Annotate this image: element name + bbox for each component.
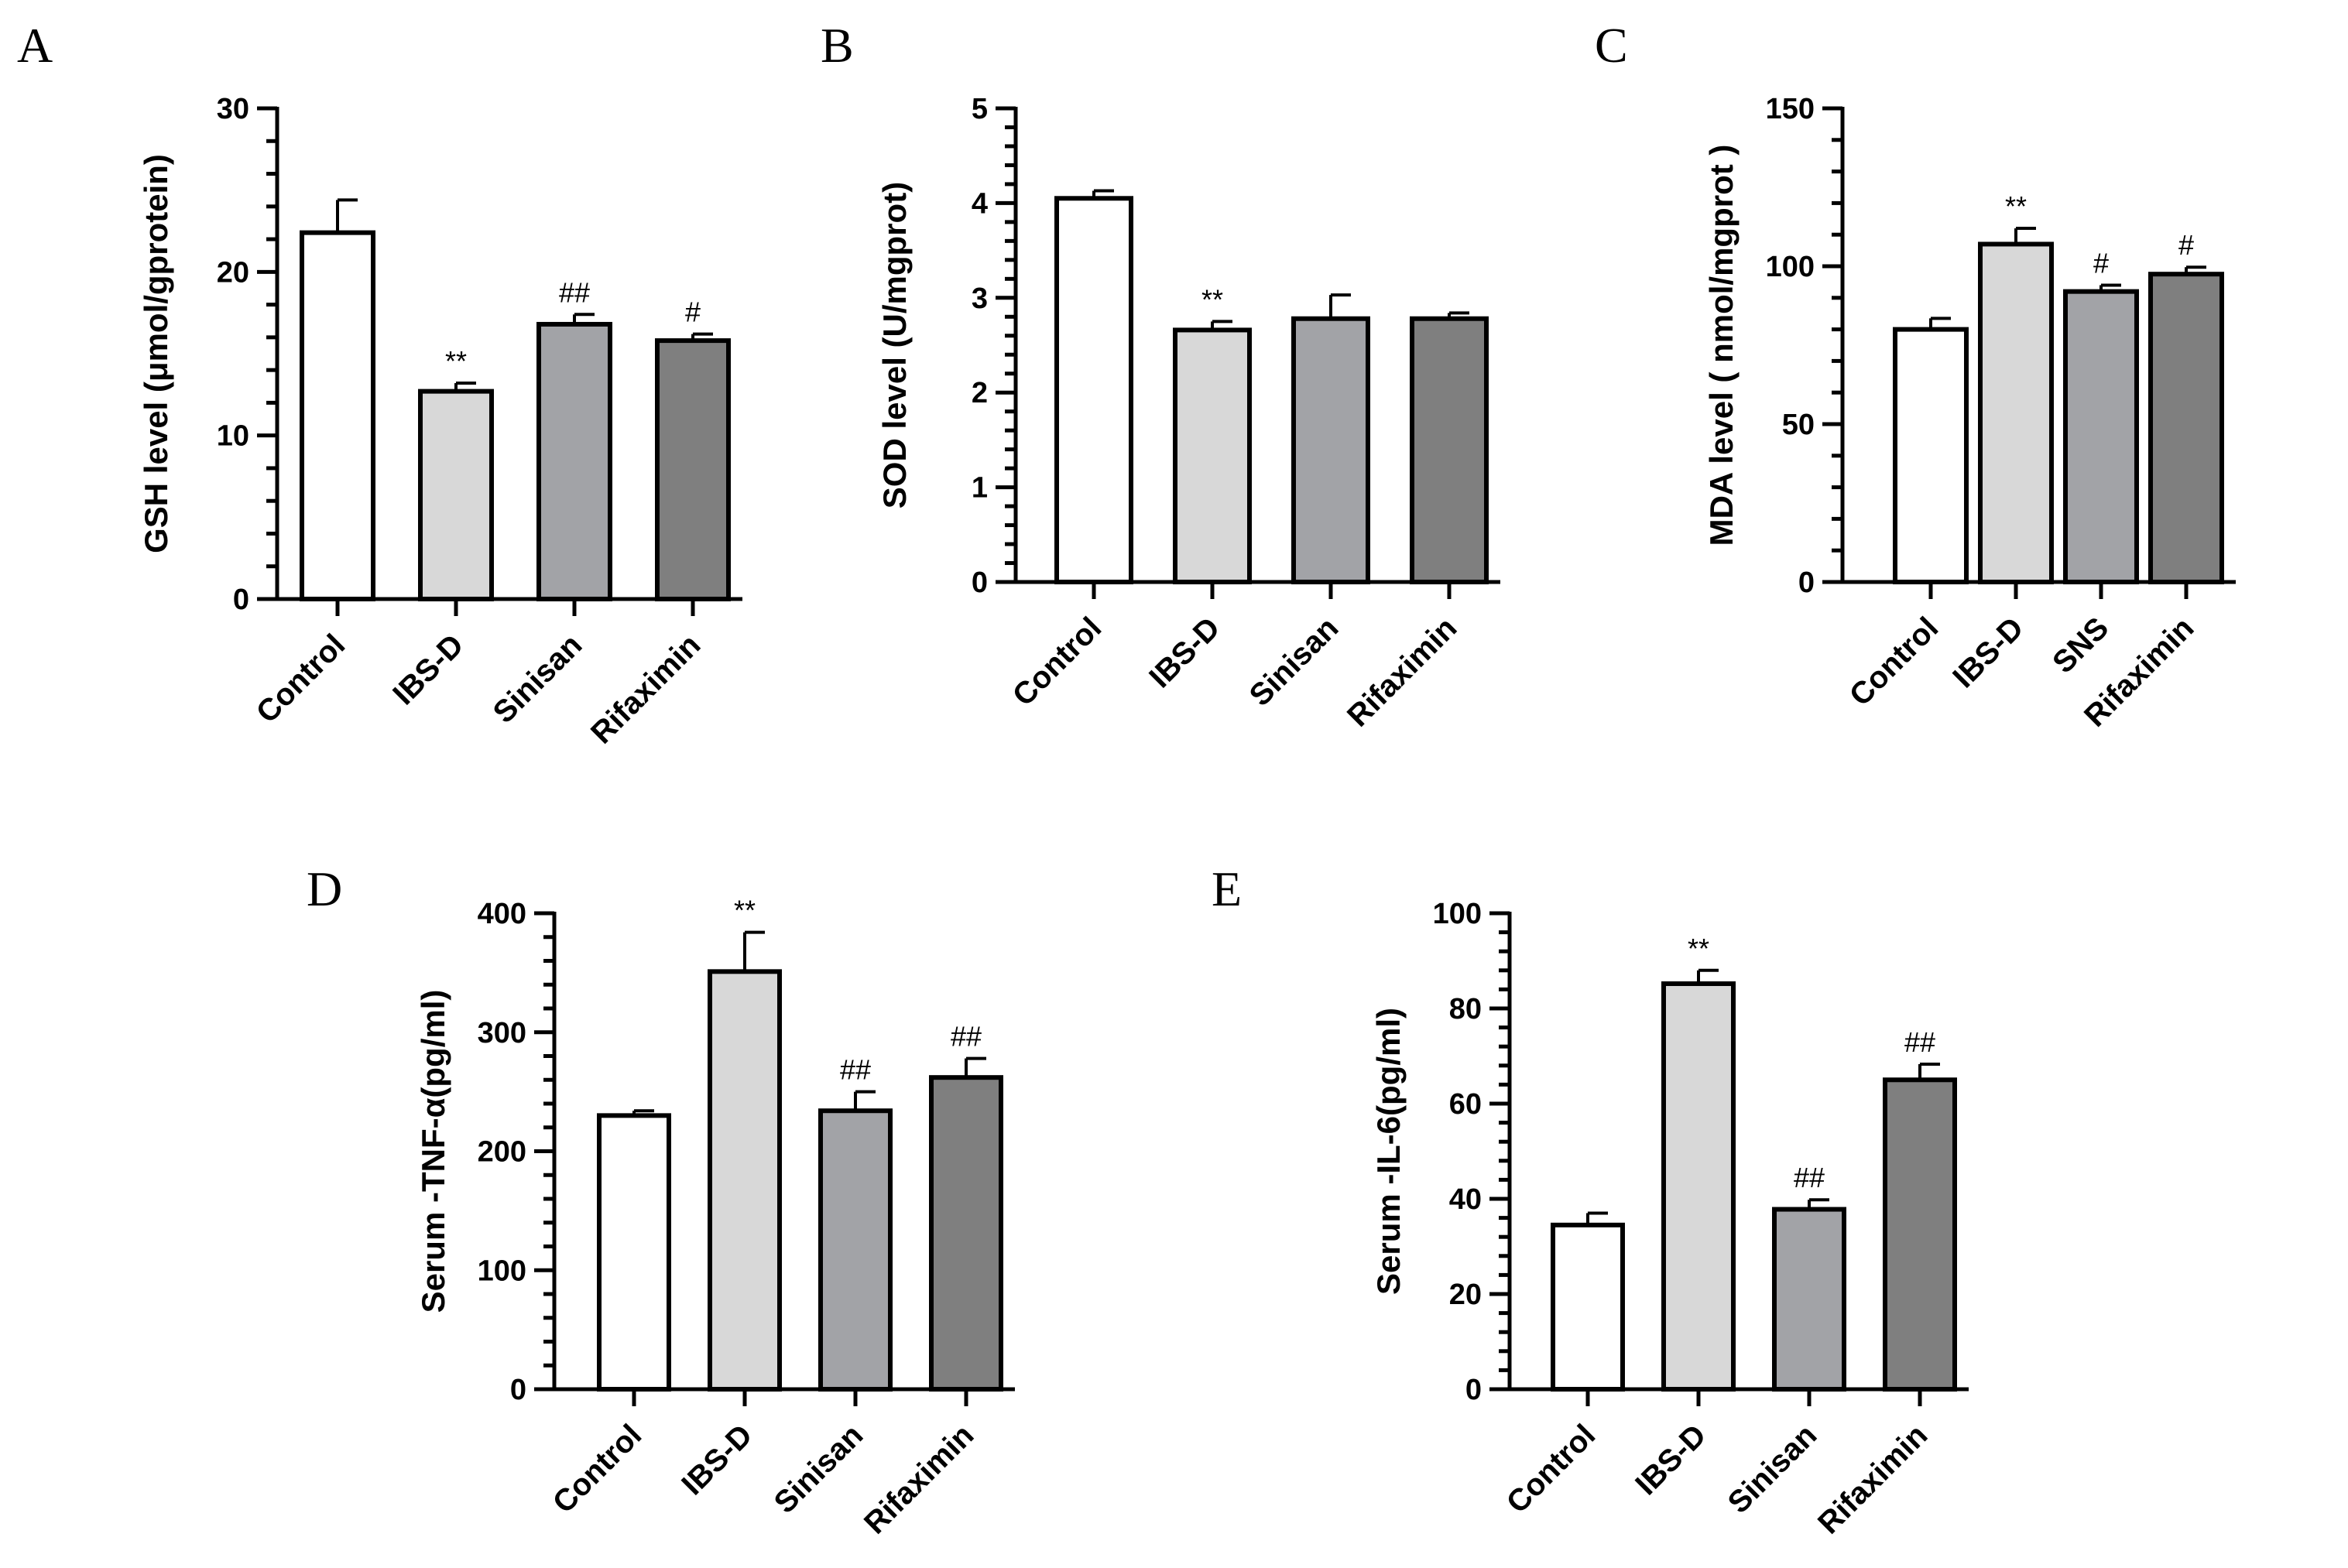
x-tick-label: Sinisan [1243,611,1345,713]
significance-label: ** [1688,933,1709,964]
bar-ibs-d [1173,327,1252,584]
bar-rifaximin [655,338,731,601]
y-tick-label: 1 [972,472,988,505]
significance-label: ** [2005,190,2027,222]
significance-label: # [2178,229,2194,261]
y-tick-label: 200 [478,1136,526,1169]
panel-a: A 0 10 20 30 GSH level (μmol/gprotein) Control… [17,18,742,751]
bar-control [597,1113,671,1392]
y-tick-label: 40 [1449,1183,1482,1216]
y-tick-label: 60 [1449,1088,1482,1121]
y-axis-title: SOD level (U/mgprot) [876,182,913,508]
y-tick-label: 0 [510,1374,526,1406]
x-tick-label: Sinisan [1722,1418,1824,1520]
bar-rifaximin [929,1075,1003,1392]
y-axis-title: Serum -IL-6(pg/ml) [1370,1008,1407,1295]
x-tick-label: Rifaximin [1812,1418,1934,1540]
significance-label: ## [1904,1026,1935,1058]
x-tick-label: Control [1006,611,1109,713]
significance-label: ** [445,345,467,377]
y-tick-label: 50 [1782,409,1815,441]
bar-ibs-d [1661,981,1736,1392]
panel-e: E 0 20 40 60 80 100 Serum -IL-6(pg/ml) Control **… [1212,861,1969,1541]
x-tick-label: IBS-D [675,1418,759,1501]
y-tick-label: 80 [1449,993,1482,1025]
y-tick-label: 2 [972,377,988,409]
panel-c: C 0 50 100 150 MDA level ( nmol/mgprot ) Contr… [1595,18,2236,734]
y-tick-label: 100 [478,1255,526,1287]
x-tick-label: IBS-D [1143,611,1226,694]
bar-control [1893,327,1969,584]
significance-label: # [2093,247,2109,279]
significance-label: ## [840,1054,871,1086]
x-tick-label: Control [1843,611,1945,713]
y-tick-label: 0 [1798,567,1815,599]
y-tick-label: 0 [972,567,988,599]
bar-control [1551,1222,1625,1392]
y-tick-label: 0 [1465,1374,1482,1406]
x-tick-label: Control [250,628,352,730]
panel-b: B 0 1 2 3 4 5 SOD level (U/mgprot) Control ** IBS-… [821,18,1500,734]
bar-ibs-d [418,389,494,601]
bar-sinisan [1291,316,1370,584]
significance-label: ## [951,1021,982,1053]
x-tick-label: Sinisan [487,628,589,730]
y-tick-label: 400 [478,898,526,930]
x-tick-label: Rifaximin [584,628,707,750]
panel-letter: E [1212,861,1242,916]
x-tick-label: IBS-D [1629,1418,1712,1501]
bar-rifaximin [1883,1077,1957,1392]
bar-sinisan [536,321,612,601]
x-tick-label: SNS [2046,611,2115,680]
significance-label: ** [734,895,756,926]
x-tick-label: Sinisan [768,1418,870,1520]
y-tick-label: 4 [972,187,988,220]
bar-sinisan [1772,1207,1846,1392]
y-tick-label: 0 [233,584,249,616]
x-tick-label: Control [547,1418,649,1520]
x-tick-label: IBS-D [1946,611,2030,694]
x-tick-label: Control [1500,1418,1602,1520]
y-tick-label: 150 [1766,93,1815,125]
y-tick-label: 20 [1449,1279,1482,1311]
significance-label: ** [1201,283,1223,315]
panel-letter: A [17,18,53,73]
significance-label: # [685,296,701,328]
bar-rifaximin [2148,272,2224,584]
bar-ibs-d [708,969,782,1392]
bar-sinisan [818,1108,893,1392]
y-tick-label: 20 [217,256,249,289]
y-tick-label: 3 [972,282,988,315]
x-tick-label: IBS-D [386,628,470,711]
panel-d: D 0 100 200 300 400 Serum -TNF-α(pg/ml) Control… [307,861,1015,1541]
y-tick-label: 10 [217,420,249,453]
x-tick-label: Rifaximin [1341,611,1463,733]
bar-sns [2063,289,2139,584]
panel-letter: C [1595,18,1628,73]
panel-letter: D [307,861,342,916]
panel-letter: B [821,18,854,73]
y-axis-title: GSH level (μmol/gprotein) [138,154,174,553]
y-tick-label: 30 [217,93,249,125]
y-tick-label: 5 [972,93,988,125]
bar-control [1054,196,1133,584]
y-axis-title: Serum -TNF-α(pg/ml) [415,990,451,1313]
bar-ibs-d [1978,241,2054,584]
x-tick-label: Rifaximin [858,1418,980,1540]
bar-control [300,230,375,601]
y-tick-label: 300 [478,1017,526,1049]
y-axis-title: MDA level ( nmol/mgprot ) [1703,145,1740,546]
bar-rifaximin [1410,316,1489,584]
y-tick-label: 100 [1433,898,1482,930]
significance-label: ## [1794,1162,1825,1193]
significance-label: ## [559,276,590,308]
y-tick-label: 100 [1766,251,1815,283]
